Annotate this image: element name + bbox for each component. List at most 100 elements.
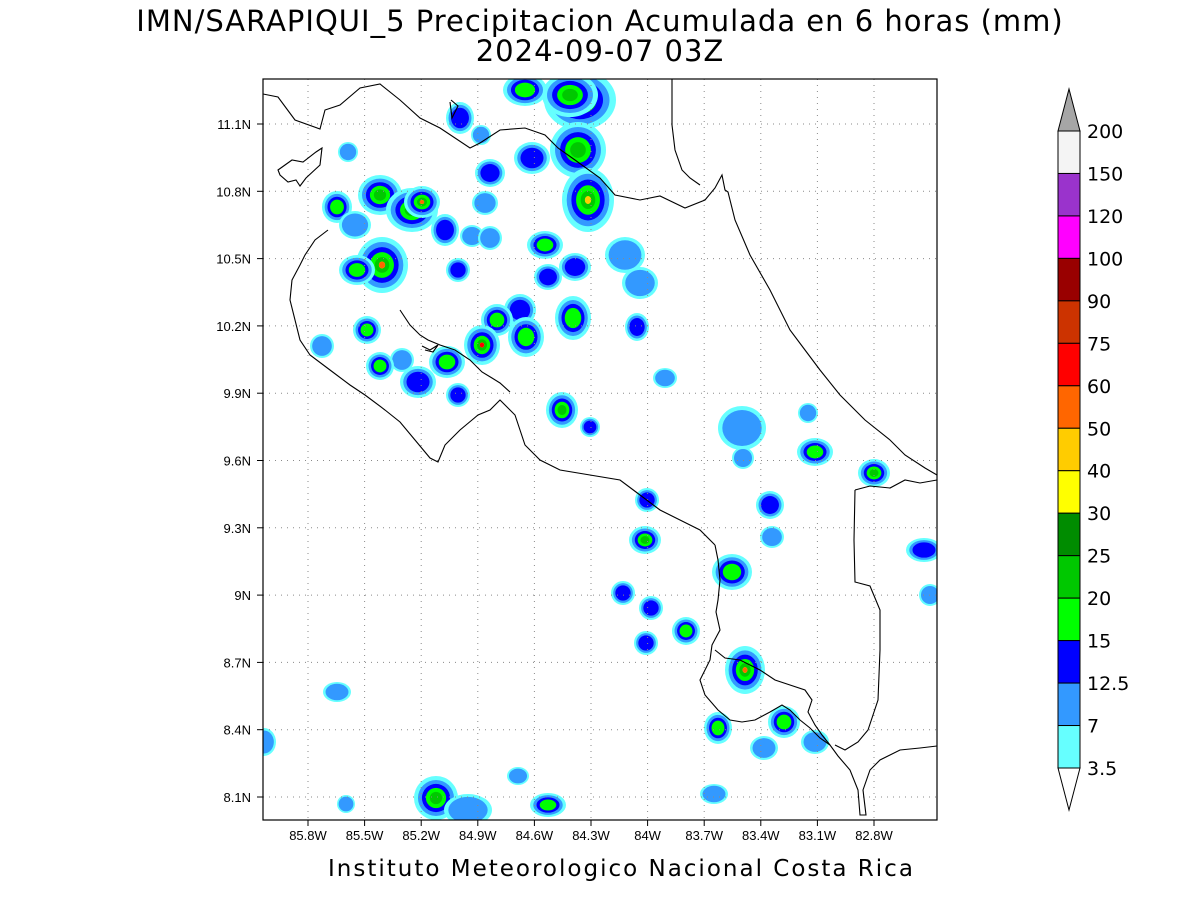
precip-cell <box>768 706 800 738</box>
precip-contour <box>348 263 366 277</box>
precip-contour <box>920 585 937 605</box>
precip-contour <box>429 791 443 805</box>
precip-contour <box>360 323 374 337</box>
precip-contour <box>776 714 792 730</box>
lat-tick-label: 9.9N <box>224 386 251 401</box>
legend-swatch <box>1057 725 1081 769</box>
lat-tick-label: 8.4N <box>224 723 251 738</box>
precipitation-field <box>263 79 937 820</box>
precip-contour <box>312 336 332 356</box>
precip-cell <box>605 237 645 273</box>
precip-contour <box>625 269 655 297</box>
lon-tick-label: 82.8W <box>855 828 893 843</box>
precip-contour <box>438 354 456 370</box>
footer-credit: Instituto Meteorologico Nacional Costa R… <box>328 856 915 882</box>
precip-contour <box>373 359 387 373</box>
precip-contour <box>436 219 454 241</box>
precip-contour <box>711 720 725 736</box>
precip-contour <box>325 683 349 701</box>
precip-cell <box>919 584 937 606</box>
precip-contour <box>583 420 597 434</box>
precip-cell <box>514 142 550 174</box>
precip-cell <box>429 346 465 378</box>
precip-contour <box>451 107 469 129</box>
precip-contour <box>564 307 582 329</box>
lat-tick-label: 8.7N <box>224 655 251 670</box>
precip-contour <box>640 536 650 544</box>
legend-arrow-bottom <box>1057 767 1081 812</box>
precip-contour <box>912 542 936 558</box>
precip-cell <box>530 793 566 817</box>
precip-cell <box>653 368 677 388</box>
legend-swatch <box>1057 215 1081 259</box>
map-title: IMN/SARAPIQUI_5 Precipitacion Acumulada … <box>136 4 1064 38</box>
legend-swatch <box>1057 682 1081 727</box>
color-legend: 200 150 120 100 90 75 60 50 40 30 25 20 15 12.5 7 3.5 <box>1057 87 1129 812</box>
precip-cell <box>446 258 470 282</box>
legend-swatch <box>1057 555 1081 599</box>
lat-tick-label: 9.6N <box>224 454 251 469</box>
precip-cell <box>464 325 500 365</box>
legend-label: 50 <box>1087 418 1111 440</box>
legend-swatch <box>1057 427 1081 472</box>
precip-cell <box>712 554 752 590</box>
lon-tick-label: 83.1W <box>799 828 837 843</box>
precip-cell <box>801 730 829 754</box>
precip-cell <box>550 122 606 178</box>
legend-swatch <box>1057 512 1081 557</box>
precip-cell <box>431 214 459 246</box>
precip-cell <box>700 784 728 804</box>
precip-contour <box>450 387 466 403</box>
precip-cell <box>858 459 890 487</box>
precip-cell <box>339 211 371 239</box>
legend-label: 200 <box>1087 121 1123 143</box>
precip-contour <box>562 88 578 102</box>
legend-label: 7 <box>1087 716 1099 738</box>
lon-tick-label: 84.3W <box>572 828 610 843</box>
legend-label: 25 <box>1087 546 1111 568</box>
legend-swatch <box>1057 130 1081 174</box>
precip-contour <box>806 445 824 459</box>
precip-contour <box>448 796 488 820</box>
precip-cell <box>542 79 598 117</box>
precip-cell <box>546 392 578 428</box>
precip-cell <box>555 296 591 340</box>
precip-contour <box>480 228 500 248</box>
coastline-borders <box>263 79 937 816</box>
map-datetime: 2024-09-07 03Z <box>475 34 725 68</box>
legend-label: 150 <box>1087 163 1123 185</box>
precip-contour <box>339 143 357 161</box>
precip-contour <box>722 563 742 581</box>
precip-contour <box>539 268 557 286</box>
precip-cell <box>475 159 505 187</box>
precip-cell <box>756 491 784 519</box>
precip-contour <box>564 258 586 276</box>
legend-swatch <box>1057 470 1081 514</box>
legend-label: 3.5 <box>1087 758 1117 780</box>
precip-cell <box>718 406 766 450</box>
precip-cell <box>404 186 440 218</box>
precip-cell <box>580 417 600 437</box>
precip-cell <box>444 794 492 820</box>
precip-cell <box>446 383 470 407</box>
precip-cell <box>750 736 778 760</box>
precip-cell <box>339 255 375 285</box>
precip-contour <box>655 369 675 387</box>
lat-tick-label: 9N <box>234 588 251 603</box>
precip-contour <box>378 261 386 269</box>
legend-swatch <box>1057 172 1081 217</box>
legend-swatch <box>1057 300 1081 344</box>
precip-cell <box>337 795 355 813</box>
precip-cell <box>629 526 661 554</box>
legend-swatch <box>1057 597 1081 642</box>
legend-label: 60 <box>1087 376 1111 398</box>
lon-tick-label: 85.2W <box>402 828 440 843</box>
precip-contour <box>517 327 535 347</box>
precip-cell <box>797 438 833 466</box>
lon-tick-label: 83.4W <box>742 828 780 843</box>
precip-contour <box>762 527 782 547</box>
precip-contour <box>514 82 536 98</box>
legend-label: 30 <box>1087 503 1111 525</box>
precip-cell <box>732 447 754 469</box>
precip-contour <box>752 738 776 758</box>
